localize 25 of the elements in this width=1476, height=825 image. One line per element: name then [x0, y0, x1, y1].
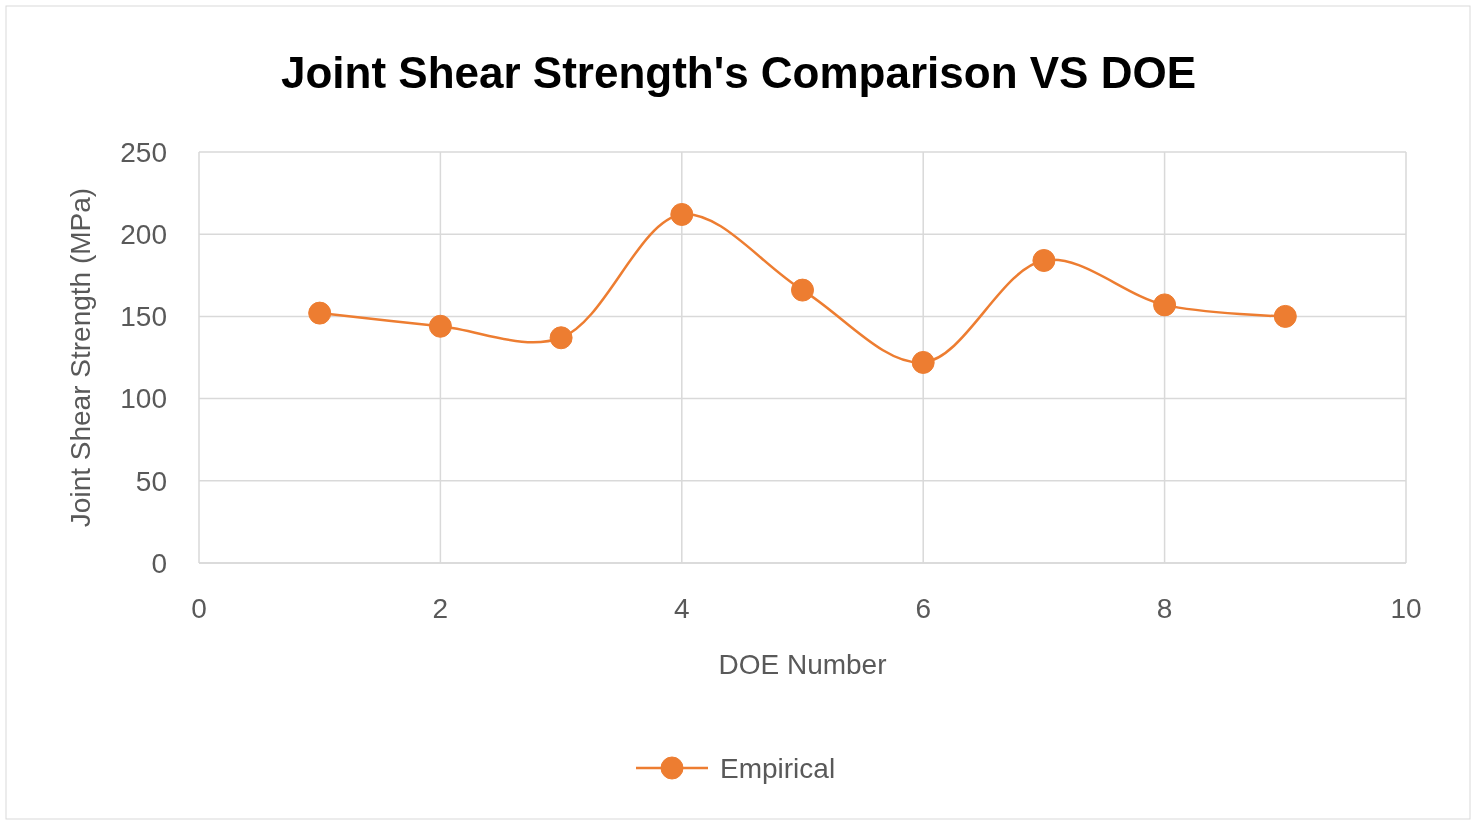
- point: [911, 350, 935, 374]
- point: [308, 301, 332, 325]
- point: [1032, 249, 1056, 272]
- y-tick-label: 150: [120, 301, 167, 333]
- x-tick-label: 8: [1156, 593, 1173, 624]
- y-axis-title: Joint Shear Strength (MPa): [65, 187, 96, 528]
- point: [670, 202, 694, 226]
- x-tick-label: 6: [915, 593, 931, 624]
- point: [428, 314, 452, 338]
- x-tick-label: 10: [1390, 593, 1422, 624]
- legend-label: Empirical: [720, 752, 836, 784]
- x-tick-label: 0: [191, 593, 207, 624]
- y-tick-label: 100: [120, 383, 167, 415]
- x-axis-title: DOE Number: [718, 649, 887, 680]
- point: [791, 278, 814, 302]
- x-tick-label: 4: [674, 593, 690, 624]
- point: [1273, 304, 1297, 328]
- y-tick-label: 200: [120, 219, 167, 250]
- point: [549, 326, 573, 350]
- point: [1153, 293, 1177, 317]
- x-tick-label: 2: [432, 593, 449, 624]
- y-tick-label: 0: [151, 547, 167, 579]
- y-tick-label: 50: [135, 465, 167, 497]
- chart-title: Joint Shear Strength's Comparison VS DOE: [280, 48, 1197, 97]
- y-tick-label: 250: [120, 136, 167, 168]
